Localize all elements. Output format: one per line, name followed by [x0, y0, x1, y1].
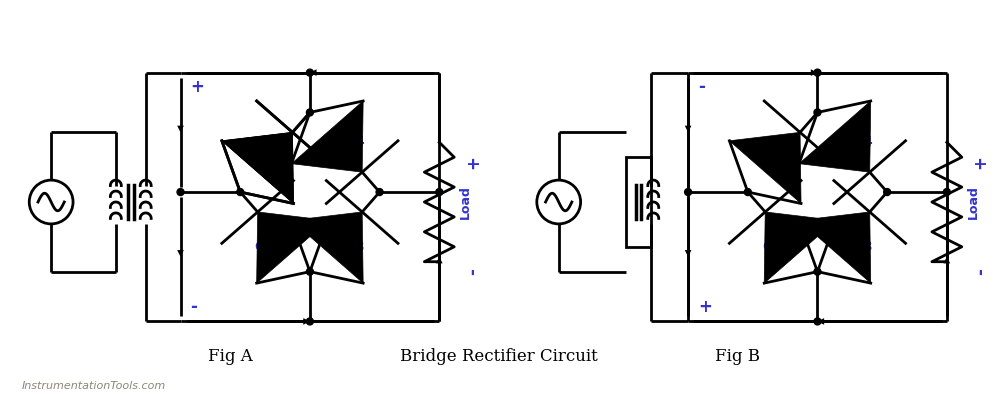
Polygon shape	[799, 212, 870, 283]
Circle shape	[306, 268, 313, 275]
Text: +: +	[698, 299, 712, 316]
Polygon shape	[291, 101, 363, 172]
Text: +: +	[972, 155, 990, 169]
Polygon shape	[730, 133, 801, 204]
Circle shape	[883, 189, 890, 196]
Text: CR2: CR2	[762, 240, 793, 254]
Text: CR3: CR3	[334, 240, 365, 254]
Text: CR2: CR2	[254, 240, 285, 254]
Circle shape	[685, 189, 692, 196]
Text: Fig A: Fig A	[208, 348, 252, 365]
Circle shape	[177, 189, 184, 196]
Circle shape	[306, 69, 313, 76]
Circle shape	[376, 189, 383, 196]
Text: -: -	[698, 78, 705, 96]
Text: +: +	[191, 78, 205, 96]
Circle shape	[814, 268, 821, 275]
Text: CR4: CR4	[334, 135, 365, 149]
Circle shape	[814, 69, 821, 76]
Polygon shape	[222, 133, 293, 204]
Polygon shape	[256, 212, 328, 283]
Text: +: +	[464, 155, 482, 169]
Text: InstrumentationTools.com: InstrumentationTools.com	[21, 381, 166, 391]
Text: CR1: CR1	[254, 135, 285, 149]
Bar	[626, 157, 651, 247]
Circle shape	[943, 189, 950, 196]
Text: Load: Load	[967, 185, 980, 219]
Polygon shape	[291, 212, 363, 283]
Text: -: -	[191, 299, 198, 316]
Text: CR3: CR3	[842, 240, 872, 254]
Text: Fig B: Fig B	[716, 348, 760, 365]
Text: CR4: CR4	[842, 135, 872, 149]
Circle shape	[814, 318, 821, 325]
Circle shape	[436, 189, 443, 196]
Text: Bridge Rectifier Circuit: Bridge Rectifier Circuit	[400, 348, 598, 365]
Text: -: -	[972, 268, 990, 275]
Polygon shape	[764, 212, 836, 283]
Text: CR1: CR1	[762, 135, 793, 149]
Polygon shape	[222, 133, 293, 204]
Text: -: -	[464, 268, 482, 275]
Circle shape	[306, 109, 313, 116]
Circle shape	[814, 109, 821, 116]
Circle shape	[237, 189, 244, 196]
Polygon shape	[799, 101, 870, 172]
Circle shape	[745, 189, 751, 196]
Text: Load: Load	[459, 185, 472, 219]
Circle shape	[306, 318, 313, 325]
